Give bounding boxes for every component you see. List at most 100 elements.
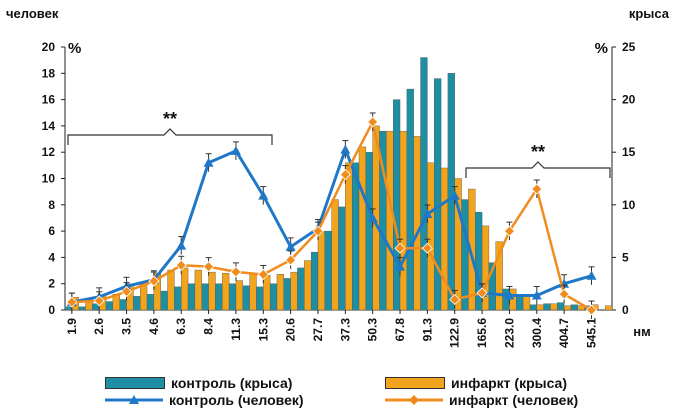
point-infarct-human: [394, 242, 406, 254]
bar-control-rat: [105, 301, 114, 311]
legend-infarct-human: инфаркт (человек): [385, 392, 578, 408]
bar-control-rat: [406, 88, 414, 311]
bar-infarct-rat: [386, 130, 394, 311]
x-tick-label: 6.3: [174, 318, 188, 335]
point-control-human: [340, 144, 351, 154]
legend-label-infarct-rat: инфаркт (крыса): [451, 375, 567, 391]
y-right-tick-label: 25: [622, 40, 636, 54]
bar-control-rat: [447, 73, 455, 311]
legend-swatch-control-rat: [105, 377, 165, 389]
bar-control-rat: [283, 278, 291, 311]
bar-infarct-rat: [604, 305, 613, 311]
bar-control-rat: [570, 304, 579, 311]
bar-control-rat: [242, 285, 250, 311]
bar-infarct-rat: [440, 167, 449, 311]
point-control-human: [504, 290, 515, 300]
point-infarct-human: [367, 116, 379, 128]
bar-infarct-rat: [276, 274, 284, 311]
combo-chart: 0 2 4 6 8 10 12 14 16 18 20 0 5 10 15 20 25% % нм 1.9 2.6 3.5…: [42, 40, 651, 348]
point-infarct-human: [585, 304, 598, 316]
point-infarct-human: [449, 293, 461, 306]
y-right-tick-label: 20: [622, 93, 636, 107]
y-left-tick-label: 20: [42, 40, 56, 54]
bar-control-rat: [434, 78, 442, 311]
x-tick-label: 545.1: [584, 318, 598, 348]
x-tick-label: 404.7: [557, 318, 571, 348]
bar-control-rat: [228, 283, 237, 311]
bar-infarct-rat: [222, 272, 230, 311]
point-infarct-human: [203, 261, 215, 273]
bar-control-rat: [393, 99, 401, 311]
bar-infarct-rat: [263, 275, 271, 311]
legend-label-control-human: контроль (человек): [169, 392, 304, 408]
legend-label-control-rat: контроль (крыса): [171, 375, 293, 391]
point-control-human: [422, 209, 433, 219]
bar-control-rat: [338, 206, 346, 311]
bar-control-rat: [133, 296, 141, 311]
line-control-human: [71, 145, 592, 304]
legend-label-infarct-human: инфаркт (человек): [449, 392, 579, 408]
y-left-tick-label: 6: [48, 224, 55, 238]
x-tick-label: 27.7: [311, 318, 325, 342]
bar-infarct-rat: [249, 272, 257, 311]
bar-control-rat: [461, 199, 469, 311]
bar-infarct-rat: [358, 146, 367, 311]
x-tick-label: 300.4: [530, 318, 544, 348]
point-control-human: [258, 190, 269, 200]
x-tick-label: 91.3: [420, 318, 434, 342]
bar-control-rat: [543, 303, 551, 311]
x-tick-label: 15.3: [256, 318, 270, 342]
left-unit-label: %: [68, 40, 81, 57]
y-right-tick-label: 15: [622, 145, 636, 159]
bar-infarct-rat: [413, 136, 421, 311]
bar-infarct-rat: [194, 269, 202, 311]
bar-infarct-rat: [495, 241, 503, 311]
point-infarct-human: [312, 225, 324, 237]
point-infarct-human: [120, 286, 133, 298]
right-unit-label: %: [595, 40, 608, 57]
point-control-human: [230, 145, 241, 155]
bar-infarct-rat: [317, 230, 326, 311]
bar-infarct-rat: [563, 305, 572, 311]
x-tick-label: 8.4: [202, 318, 216, 335]
legend-swatch-infarct-human: [385, 395, 443, 405]
significance-bracket: [67, 128, 273, 145]
point-control-human: [285, 241, 296, 251]
line-infarct-human: [71, 118, 593, 312]
point-control-human: [531, 290, 542, 300]
bar-control-rat: [174, 286, 182, 311]
legend-control-rat: контроль (крыса): [105, 375, 292, 391]
bar-control-rat: [365, 151, 373, 311]
bar-control-rat: [269, 283, 278, 311]
point-infarct-human: [230, 266, 242, 278]
point-control-human: [395, 261, 406, 271]
bar-control-rat: [187, 283, 196, 311]
point-infarct-human: [531, 183, 543, 195]
bar-control-rat: [215, 283, 223, 311]
point-infarct-human: [558, 288, 570, 300]
point-infarct-human: [503, 225, 516, 237]
x-tick-label: 50.3: [366, 318, 380, 342]
point-infarct-human: [339, 168, 351, 181]
point-control-human: [176, 240, 187, 250]
point-infarct-human: [285, 254, 297, 266]
legend-infarct-rat: инфаркт (крыса): [385, 375, 567, 391]
x-tick-label: 37.3: [338, 318, 352, 342]
y-left-tick-label: 4: [48, 250, 55, 264]
y-right-tick-label: 0: [622, 303, 629, 317]
legend-swatch-infarct-rat: [385, 377, 445, 389]
y-left-tick-label: 14: [42, 119, 56, 133]
y-left-tick-label: 0: [48, 303, 55, 317]
x-tick-label: 165.6: [475, 318, 489, 348]
bar-control-rat: [256, 286, 264, 311]
bar-infarct-rat: [345, 162, 353, 311]
point-infarct-human: [66, 296, 78, 308]
y-right-tick-label: 10: [622, 198, 636, 212]
bar-infarct-rat: [304, 260, 312, 311]
point-infarct-human: [175, 259, 187, 271]
bar-control-rat: [160, 290, 168, 311]
point-infarct-human: [476, 287, 488, 299]
x-tick-label: 20.6: [284, 318, 298, 342]
y-right-tick-label: 5: [622, 250, 629, 264]
bar-control-rat: [310, 251, 319, 311]
